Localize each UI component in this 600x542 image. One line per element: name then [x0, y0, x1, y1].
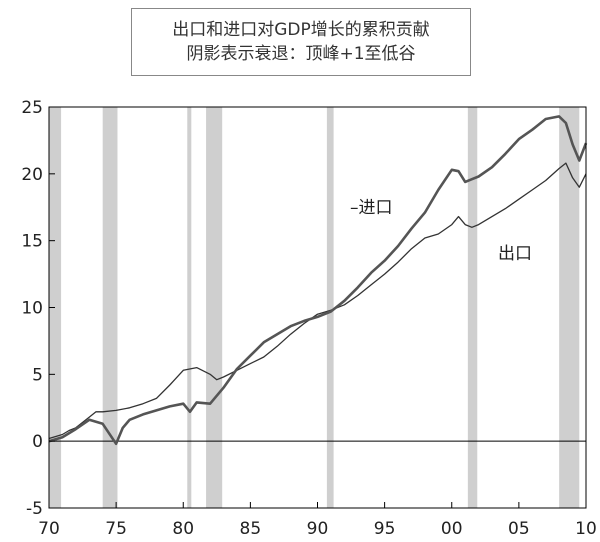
y-tick-label: 25	[21, 98, 43, 118]
annotation-imports: –进口	[350, 198, 393, 218]
x-tick-label: 75	[105, 519, 127, 539]
plot-frame	[48, 106, 587, 509]
y-tick-label: 15	[21, 232, 43, 252]
recession-band	[187, 107, 192, 508]
y-axis: -5 0 5 10 15 20 25	[21, 98, 55, 519]
exports-line	[48, 162, 587, 440]
x-tick-label: 70	[38, 519, 60, 539]
recession-band	[102, 107, 118, 508]
x-tick-label: 00	[441, 519, 463, 539]
y-tick-label: -5	[26, 499, 43, 519]
x-axis: 70 75 80 85 90 95 00 05 10	[38, 502, 597, 539]
y-tick-label: 0	[32, 432, 43, 452]
x-tick-label: 10	[575, 519, 597, 539]
chart-subtitle: 阴影表示衰退：顶峰+1至低谷	[186, 44, 416, 64]
x-tick-label: 95	[374, 519, 396, 539]
x-tick-label: 80	[172, 519, 194, 539]
chart-title: 出口和进口对GDP增长的累积贡献	[172, 20, 430, 40]
chart-title-box: 出口和进口对GDP增长的累积贡献 阴影表示衰退：顶峰+1至低谷	[131, 8, 471, 76]
annotation-exports: 出口	[498, 244, 532, 264]
recession-band	[326, 107, 334, 508]
recession-band	[206, 107, 223, 508]
x-tick-label: 85	[240, 519, 262, 539]
x-tick-label: 05	[508, 519, 530, 539]
x-tick-label: 90	[307, 519, 329, 539]
recession-band	[49, 107, 62, 508]
recession-band	[559, 107, 580, 508]
imports-line	[48, 115, 588, 446]
series-lines	[48, 115, 588, 446]
y-tick-label: 10	[21, 299, 43, 319]
recession-band	[467, 107, 478, 508]
y-tick-label: 20	[21, 165, 43, 185]
y-tick-label: 5	[32, 365, 43, 385]
recession-bands	[49, 107, 580, 508]
